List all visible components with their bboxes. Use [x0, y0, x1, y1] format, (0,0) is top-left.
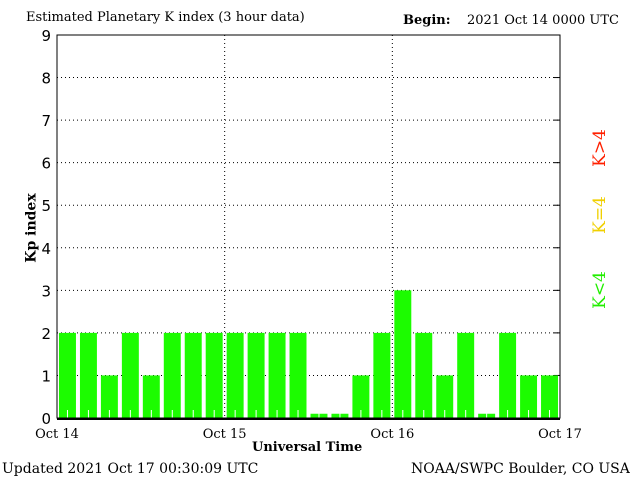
- kp-bar: [499, 332, 517, 418]
- updated-timestamp: Updated 2021 Oct 17 00:30:09 UTC: [2, 461, 259, 477]
- kp-bar: [79, 332, 97, 418]
- x-tick-label: Oct 15: [203, 427, 247, 442]
- source-credit: NOAA/SWPC Boulder, CO USA: [411, 461, 630, 477]
- kp-bar: [373, 332, 391, 418]
- kp-bar: [142, 375, 160, 418]
- y-tick-label: 1: [41, 367, 51, 385]
- kp-bar: [226, 332, 244, 418]
- begin-label: Begin:: [403, 13, 451, 28]
- y-tick-label: 4: [41, 240, 51, 258]
- kp-bar: [289, 332, 307, 418]
- kp-bar: [59, 332, 76, 418]
- x-tick-label: Oct 17: [538, 427, 582, 442]
- legend-k-greater-4: K>4: [589, 129, 610, 167]
- y-tick-label: 2: [41, 325, 51, 343]
- kp-bar: [352, 375, 370, 418]
- legend-k-less-4: K<4: [589, 271, 610, 309]
- kp-bar: [541, 375, 558, 418]
- y-tick-label: 5: [41, 197, 51, 215]
- kp-bar: [205, 332, 223, 418]
- x-axis-label: Universal Time: [252, 440, 363, 455]
- kp-bar: [394, 290, 412, 418]
- kp-bar: [268, 332, 286, 418]
- begin-value: 2021 Oct 14 0000 UTC: [467, 13, 619, 28]
- kp-bar: [121, 332, 139, 418]
- kp-bar: [247, 332, 265, 418]
- kp-bar: [100, 375, 118, 418]
- y-tick-label: 7: [41, 112, 51, 130]
- y-tick-label: 3: [41, 282, 51, 300]
- y-tick-label: 8: [41, 70, 51, 88]
- kp-bar: [163, 332, 181, 418]
- kp-bar: [184, 332, 202, 418]
- y-tick-label: 6: [41, 155, 51, 173]
- y-tick-label: 0: [41, 410, 51, 428]
- y-tick-label: 9: [41, 27, 51, 45]
- kp-bar: [520, 375, 538, 418]
- y-axis-label: Kp index: [23, 193, 40, 263]
- x-tick-label: Oct 14: [35, 427, 79, 442]
- kp-bar: [415, 332, 433, 418]
- kp-bar: [457, 332, 475, 418]
- legend-k-equal-4: K=4: [589, 196, 610, 234]
- kp-bar: [436, 375, 454, 418]
- chart-title: Estimated Planetary K index (3 hour data…: [26, 10, 305, 25]
- x-tick-label: Oct 16: [370, 427, 414, 442]
